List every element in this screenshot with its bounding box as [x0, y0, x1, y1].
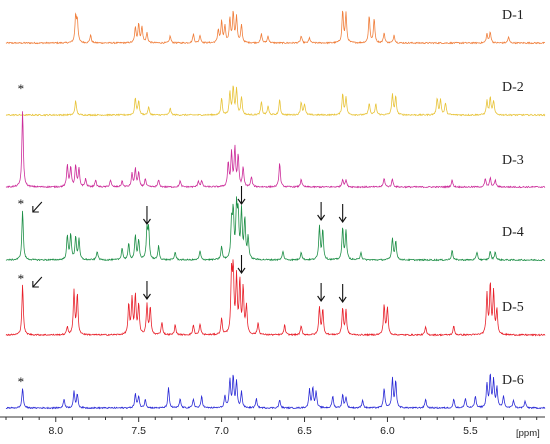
- spectrum-d-6: [5, 373, 546, 410]
- x-tick-label: 7.0: [214, 425, 229, 437]
- solvent-arrow: [32, 201, 43, 213]
- asterisk-marker: *: [18, 81, 25, 96]
- asterisk-marker: *: [18, 374, 25, 389]
- peak-arrow-head: [338, 296, 347, 303]
- asterisk-marker: *: [18, 196, 25, 211]
- peak-arrow-head: [237, 198, 246, 205]
- spectra-layer: [5, 10, 546, 410]
- x-tick-label: 8.0: [48, 425, 63, 437]
- x-tick-label: 7.5: [131, 425, 146, 437]
- x-axis: 8.0 7.5 7.0 6.5 6.0 5.5: [0, 416, 545, 437]
- series-label-d-6: D-6: [502, 373, 524, 388]
- series-label-d-5: D-5: [502, 300, 524, 315]
- x-axis-unit: [ppm]: [516, 428, 540, 439]
- spectrum-d-3: [5, 111, 546, 189]
- spectrum-d-5: [5, 259, 546, 337]
- spectrum-d-2: [5, 85, 546, 117]
- peak-arrow-head: [143, 293, 151, 300]
- peak-arrow-head: [317, 214, 326, 221]
- peak-arrow-head: [237, 267, 246, 274]
- peak-arrow-head: [338, 216, 347, 223]
- series-label-d-2: D-2: [502, 80, 524, 95]
- spectrum-d-1: [5, 10, 546, 45]
- solvent-arrow: [32, 276, 43, 288]
- x-tick-label: 6.5: [297, 425, 312, 437]
- asterisk-marker: *: [18, 271, 25, 286]
- series-label-d-1: D-1: [502, 8, 524, 23]
- spectrum-d-4: [5, 196, 546, 262]
- labels-layer: D-1 D-2 * D-3 D-4 * D-5 * D-6 *: [18, 8, 524, 389]
- series-label-d-4: D-4: [502, 225, 524, 240]
- solvent-arrow-head: [32, 206, 39, 213]
- solvent-arrow-head: [32, 281, 39, 288]
- x-tick-label: 6.0: [380, 425, 395, 437]
- peak-arrow-head: [317, 295, 326, 302]
- peak-arrow-head: [143, 218, 151, 225]
- x-tick-label: 5.5: [463, 425, 478, 437]
- series-label-d-3: D-3: [502, 153, 524, 168]
